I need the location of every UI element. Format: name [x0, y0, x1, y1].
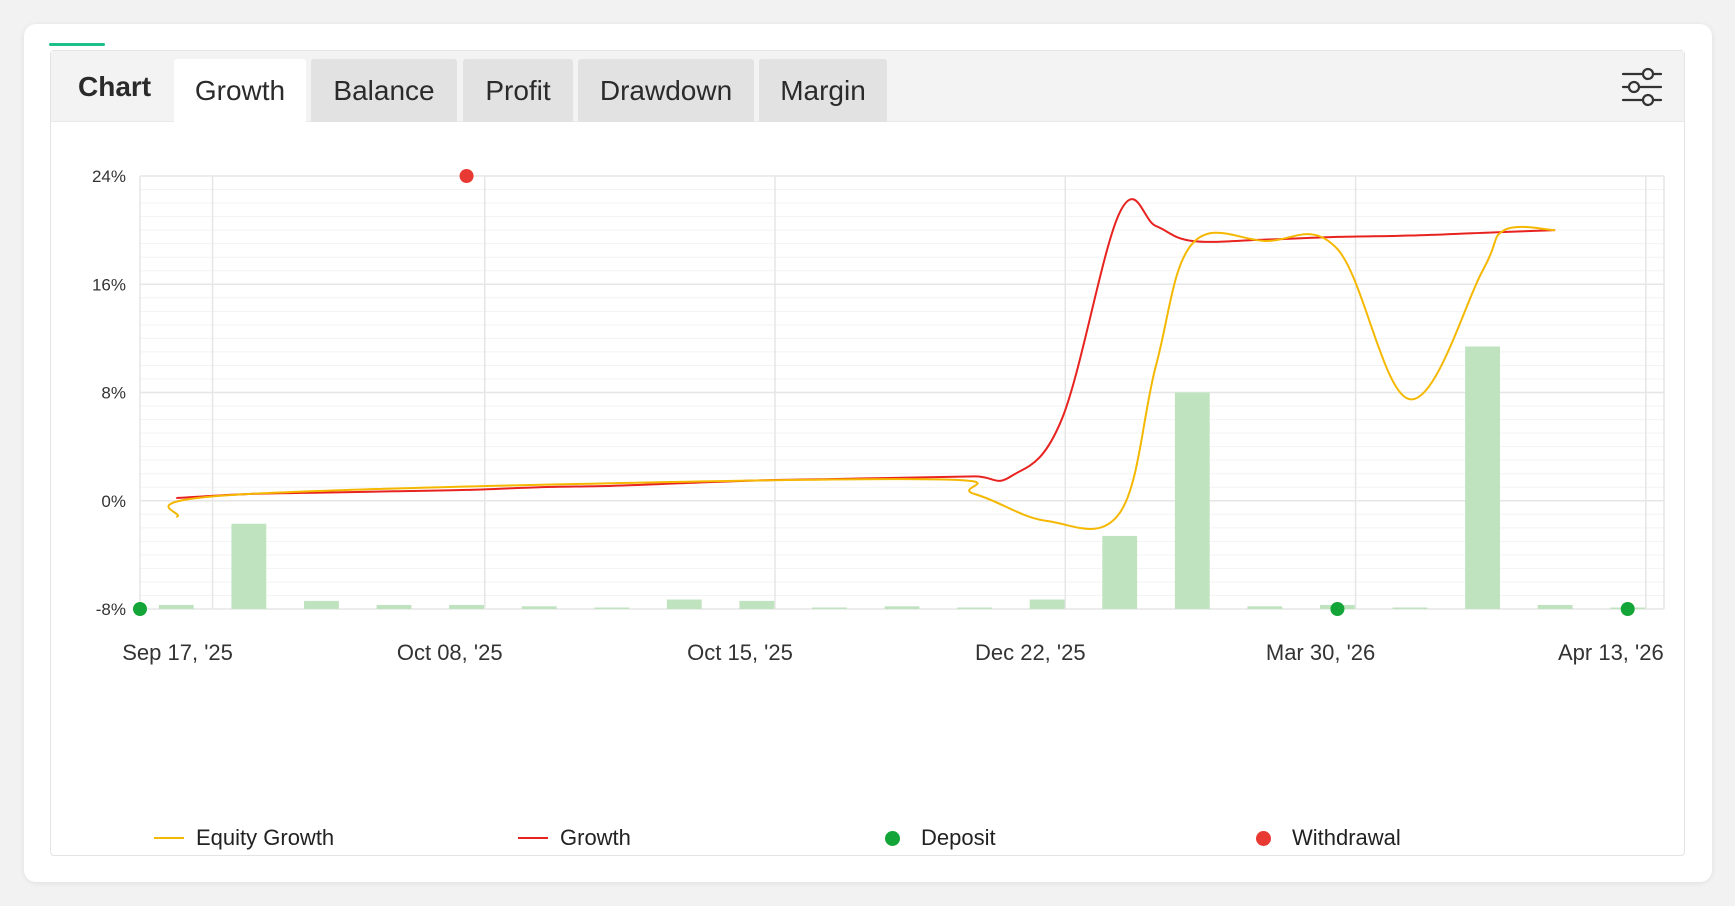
chart-title: Chart [78, 71, 152, 102]
deposit-marker [1620, 602, 1635, 616]
trade-bar [1465, 346, 1500, 609]
y-tick-label: 16% [92, 275, 126, 294]
deposit-marker [133, 602, 147, 616]
growth-chart: 24% 16% 8% 0% -8% Sep 17, '25 Oct 08, '25 Oct … [92, 167, 1665, 665]
trade-bar [957, 607, 992, 609]
trade-bar [884, 606, 920, 609]
legend-withdrawal-label: Withdrawal [1292, 825, 1401, 850]
trade-bar [449, 604, 484, 609]
legend-deposit-label: Deposit [921, 825, 996, 850]
growth-line [176, 198, 1556, 500]
trade-bar [1102, 535, 1138, 609]
legend-equity-label: Equity Growth [196, 825, 335, 850]
trade-bar [812, 607, 847, 609]
legend-equity-line [154, 837, 184, 839]
trade-bar [1174, 392, 1210, 609]
trade-bar [1247, 606, 1283, 609]
deposit-marker [1330, 602, 1345, 616]
chart-settings-button[interactable] [1620, 65, 1664, 109]
legend-equity-growth[interactable]: Equity Growth [154, 823, 334, 853]
trade-bar [666, 599, 702, 609]
tab-balance[interactable]: Balance [311, 59, 457, 122]
tab-growth[interactable]: Growth [174, 59, 306, 122]
legend-deposit[interactable]: Deposit [878, 823, 996, 853]
legend-deposit-dot [885, 830, 900, 846]
legend-growth-label: Growth [560, 825, 631, 850]
chart-panel: Chart Growth Balance Profit Drawdown Mar… [50, 50, 1685, 856]
x-tick-label: Sep 17, '25 [122, 640, 233, 665]
sliders-icon [1621, 67, 1663, 107]
x-tick-label: Dec 22, '25 [975, 640, 1086, 665]
y-tick-label: 8% [101, 384, 126, 403]
trade-bar [158, 604, 194, 609]
trade-bar [1392, 607, 1428, 609]
x-tick-label: Apr 13, '26 [1558, 640, 1664, 665]
y-tick-label: 0% [101, 492, 126, 511]
legend-growth-line [518, 837, 548, 839]
tab-drawdown[interactable]: Drawdown [578, 59, 754, 122]
chart-tabbar: Chart Growth Balance Profit Drawdown Mar… [51, 51, 1684, 122]
trade-bar [521, 606, 557, 609]
accent-indicator [49, 43, 105, 46]
x-tick-label: Mar 30, '26 [1266, 640, 1375, 665]
x-tick-label: Oct 08, '25 [397, 640, 503, 665]
legend-growth[interactable]: Growth [518, 823, 631, 853]
trade-bar [1029, 599, 1065, 609]
x-tick-label: Oct 15, '25 [687, 640, 793, 665]
trade-bar [739, 600, 775, 609]
tab-profit[interactable]: Profit [463, 59, 573, 122]
legend-withdrawal-dot [1256, 830, 1271, 846]
y-tick-label: 24% [92, 167, 126, 186]
trade-bar [376, 604, 412, 609]
legend-withdrawal[interactable]: Withdrawal [1249, 823, 1401, 853]
tab-margin[interactable]: Margin [759, 59, 887, 122]
trade-bar [1537, 604, 1573, 609]
y-tick-label: -8% [96, 600, 126, 619]
equity-growth-line [167, 225, 1556, 530]
trade-bar [594, 607, 630, 609]
withdrawal-marker [459, 169, 474, 183]
trade-bar [231, 523, 267, 609]
trade-bar [304, 600, 339, 609]
